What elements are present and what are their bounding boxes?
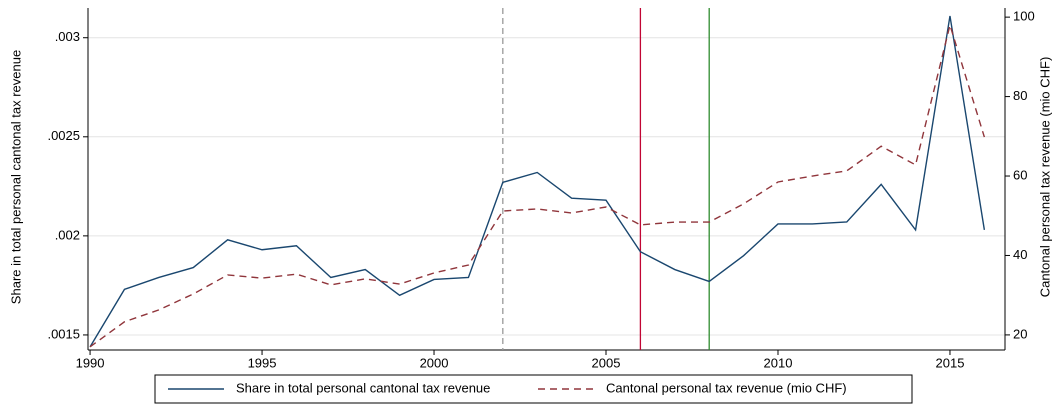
y-axis-label: Share in total personal cantonal tax rev…: [8, 50, 23, 304]
y2-tick-label: 80: [1013, 88, 1027, 103]
x-tick-label: 2010: [764, 355, 793, 370]
legend-box: [154, 374, 913, 404]
y-tick-label: .0025: [47, 128, 80, 143]
data-line: [89, 22, 986, 348]
x-tick-label: 2000: [420, 355, 449, 370]
legend-label: Share in total personal cantonal tax rev…: [236, 380, 490, 395]
legend-label: Cantonal personal tax revenue (mio CHF): [606, 380, 847, 395]
y2-tick-label: 20: [1013, 326, 1027, 341]
y-tick-label: .002: [55, 227, 80, 242]
data-line: [89, 15, 986, 348]
y2-tick-label: 100: [1013, 9, 1035, 24]
x-tick-label: 1990: [76, 355, 105, 370]
x-tick-label: 2005: [592, 355, 621, 370]
x-tick-label: 1995: [248, 355, 277, 370]
y-tick-label: .0015: [47, 326, 80, 341]
x-tick-label: 2015: [936, 355, 965, 370]
y2-tick-label: 60: [1013, 167, 1027, 182]
y-tick-label: .003: [55, 29, 80, 44]
y2-tick-label: 40: [1013, 247, 1027, 262]
y2-axis-label: Cantonal personal tax revenue (mio CHF): [1037, 57, 1052, 298]
